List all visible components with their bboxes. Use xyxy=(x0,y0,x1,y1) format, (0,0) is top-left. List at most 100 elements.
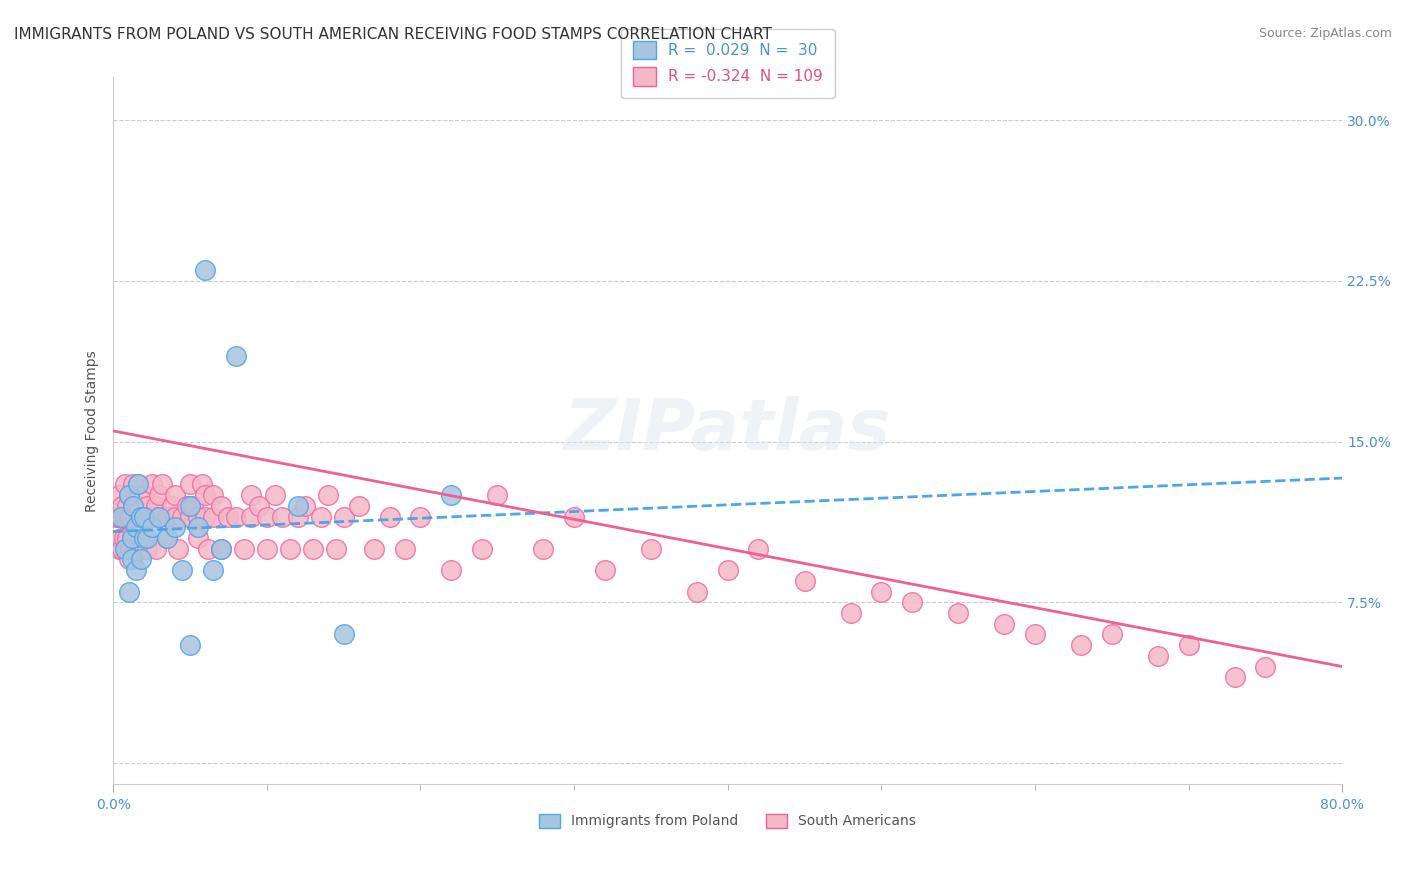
Point xyxy=(148,488,170,502)
Point xyxy=(127,509,149,524)
Point xyxy=(363,541,385,556)
Text: ZIPatlas: ZIPatlas xyxy=(564,396,891,466)
Point xyxy=(471,541,494,556)
Point xyxy=(309,509,332,524)
Point xyxy=(132,509,155,524)
Point xyxy=(247,499,270,513)
Point xyxy=(1147,648,1170,663)
Point xyxy=(870,584,893,599)
Point xyxy=(110,509,132,524)
Point xyxy=(225,349,247,363)
Point xyxy=(332,627,354,641)
Text: Source: ZipAtlas.com: Source: ZipAtlas.com xyxy=(1258,27,1392,40)
Point xyxy=(111,499,134,513)
Point xyxy=(166,541,188,556)
Point xyxy=(111,541,134,556)
Point xyxy=(225,509,247,524)
Point xyxy=(129,509,152,524)
Point xyxy=(115,531,138,545)
Point xyxy=(686,584,709,599)
Point xyxy=(114,509,136,524)
Point xyxy=(141,509,163,524)
Point xyxy=(256,509,278,524)
Point xyxy=(191,477,214,491)
Point xyxy=(1070,638,1092,652)
Point xyxy=(209,499,232,513)
Point xyxy=(302,541,325,556)
Point xyxy=(163,509,186,524)
Point xyxy=(121,531,143,545)
Point xyxy=(486,488,509,502)
Point xyxy=(271,509,294,524)
Point xyxy=(640,541,662,556)
Point xyxy=(117,488,139,502)
Point xyxy=(240,509,263,524)
Point xyxy=(125,541,148,556)
Point xyxy=(141,477,163,491)
Point xyxy=(150,477,173,491)
Point xyxy=(124,509,146,524)
Point xyxy=(179,477,201,491)
Point xyxy=(145,541,167,556)
Point xyxy=(112,509,135,524)
Point xyxy=(117,584,139,599)
Point xyxy=(901,595,924,609)
Point xyxy=(121,531,143,545)
Point xyxy=(132,531,155,545)
Point xyxy=(127,477,149,491)
Point xyxy=(232,541,254,556)
Point xyxy=(132,488,155,502)
Point xyxy=(176,499,198,513)
Point xyxy=(129,541,152,556)
Point xyxy=(120,509,142,524)
Point xyxy=(993,616,1015,631)
Point xyxy=(114,477,136,491)
Point xyxy=(209,541,232,556)
Point xyxy=(202,509,225,524)
Point xyxy=(440,488,463,502)
Point xyxy=(1177,638,1199,652)
Point xyxy=(136,531,159,545)
Point xyxy=(347,499,370,513)
Point xyxy=(378,509,401,524)
Point xyxy=(793,574,815,588)
Point xyxy=(127,477,149,491)
Point xyxy=(125,563,148,577)
Point xyxy=(163,520,186,534)
Legend: Immigrants from Poland, South Americans: Immigrants from Poland, South Americans xyxy=(534,808,922,834)
Point xyxy=(112,531,135,545)
Point xyxy=(187,520,209,534)
Point xyxy=(156,531,179,545)
Point xyxy=(197,541,219,556)
Point xyxy=(136,541,159,556)
Point xyxy=(117,509,139,524)
Point xyxy=(440,563,463,577)
Point xyxy=(287,509,309,524)
Point xyxy=(125,499,148,513)
Point xyxy=(120,541,142,556)
Point xyxy=(125,520,148,534)
Point xyxy=(179,499,201,513)
Point xyxy=(194,488,217,502)
Point xyxy=(172,563,194,577)
Point xyxy=(1223,670,1246,684)
Point xyxy=(394,541,416,556)
Point xyxy=(194,509,217,524)
Text: IMMIGRANTS FROM POLAND VS SOUTH AMERICAN RECEIVING FOOD STAMPS CORRELATION CHART: IMMIGRANTS FROM POLAND VS SOUTH AMERICAN… xyxy=(14,27,772,42)
Point xyxy=(209,541,232,556)
Point xyxy=(256,541,278,556)
Point xyxy=(325,541,347,556)
Point xyxy=(160,499,183,513)
Point xyxy=(179,638,201,652)
Point xyxy=(128,499,150,513)
Point xyxy=(122,477,145,491)
Point xyxy=(114,541,136,556)
Point xyxy=(187,509,209,524)
Point xyxy=(121,552,143,566)
Point xyxy=(136,499,159,513)
Point xyxy=(287,499,309,513)
Point xyxy=(132,509,155,524)
Point xyxy=(122,499,145,513)
Point xyxy=(163,488,186,502)
Point xyxy=(316,488,339,502)
